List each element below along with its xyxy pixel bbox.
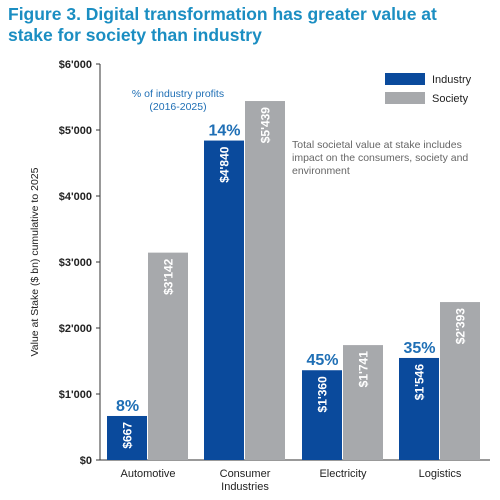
legend-swatch [385,73,425,85]
value-label: $4'840 [218,146,232,183]
chart-title: Figure 3. Digital transformation has gre… [8,4,437,45]
profit-share-label: 8% [116,398,139,415]
bar [107,415,147,460]
x-tick-label: Logistics [418,468,462,480]
x-tick-label: Electricity [319,468,367,480]
x-tick-label: Consumer Industries [219,468,271,493]
y-tick-label: $2'000 [59,323,92,335]
bar [204,140,244,460]
profit-share-label: 35% [403,340,435,357]
legend-label: Society [432,93,469,105]
y-axis-label: Value at Stake ($ bn) cumulative to 2025 [29,167,41,356]
bar [399,357,439,460]
annotation: Total societal value at stake includes i… [292,139,469,177]
profit-share-label: 14% [208,123,240,140]
legend-label: Industry [432,74,472,86]
value-label: $1'546 [413,364,427,401]
annotation: % of industry profits (2016-2025) [131,88,225,113]
value-label: $5'439 [259,107,273,144]
bar [245,101,285,460]
profit-share-label: 45% [306,352,338,369]
x-tick-label: Automotive [120,468,176,480]
bar [440,302,480,460]
y-tick-label: $1'000 [59,389,92,401]
bar [148,252,188,460]
y-tick-label: $3'000 [59,257,92,269]
value-label: $2'393 [454,308,468,345]
bar [302,370,342,460]
y-tick-label: $5'000 [59,125,92,137]
value-label: $1'741 [357,351,371,388]
y-tick-label: $6'000 [59,59,92,71]
value-label: $1'360 [316,376,330,413]
value-label: $667 [121,422,135,449]
y-tick-label: $0 [80,455,92,467]
legend-swatch [385,92,425,104]
bar [343,345,383,460]
y-tick-label: $4'000 [59,191,92,203]
value-label: $3'142 [162,258,176,295]
